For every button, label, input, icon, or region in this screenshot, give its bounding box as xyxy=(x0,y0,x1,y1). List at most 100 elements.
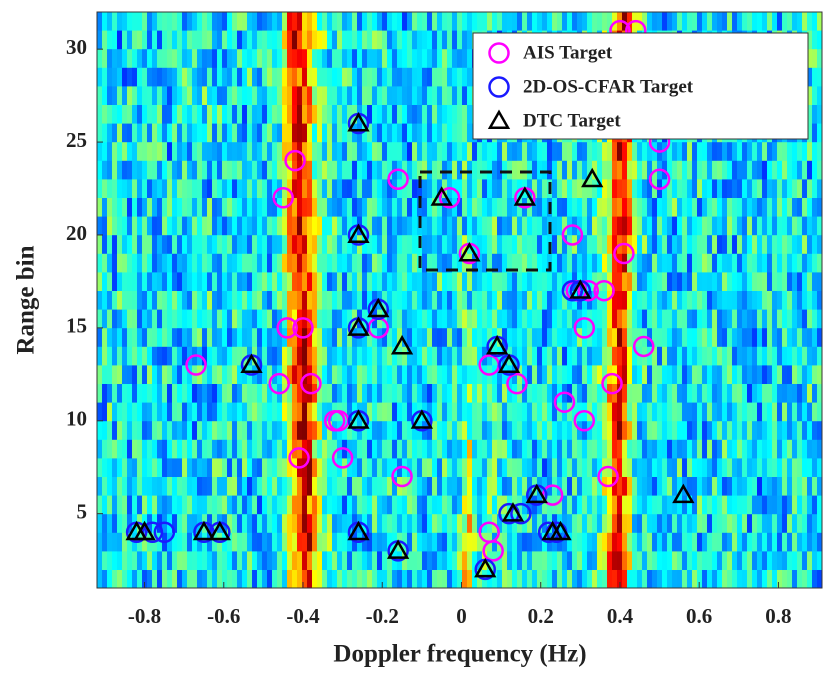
heat-cell xyxy=(272,458,278,477)
heat-cell xyxy=(397,49,403,68)
heat-cell xyxy=(587,347,593,366)
heat-cell xyxy=(132,347,138,366)
heat-cell xyxy=(167,179,173,198)
heat-cell xyxy=(632,272,638,291)
heat-cell xyxy=(192,570,198,589)
heat-cell xyxy=(472,533,478,552)
heat-cell xyxy=(787,533,793,552)
heat-cell xyxy=(587,254,593,273)
heat-cell xyxy=(717,384,723,403)
heat-cell xyxy=(242,403,248,422)
heat-cell xyxy=(432,458,438,477)
heat-cell xyxy=(622,458,628,477)
heat-cell xyxy=(182,124,188,143)
heat-cell xyxy=(372,49,378,68)
heat-cell xyxy=(267,496,273,515)
heat-cell xyxy=(812,310,818,329)
heat-cell xyxy=(767,570,773,589)
heat-cell xyxy=(672,551,678,570)
heat-cell xyxy=(502,440,508,459)
heat-cell xyxy=(492,384,498,403)
heat-cell xyxy=(737,198,743,217)
heat-cell xyxy=(767,179,773,198)
heat-cell xyxy=(527,328,533,347)
heat-cell xyxy=(747,179,753,198)
heat-cell xyxy=(337,477,343,496)
heat-cell xyxy=(462,86,468,105)
heat-cell xyxy=(732,458,738,477)
heat-cell xyxy=(282,254,288,273)
heat-cell xyxy=(382,440,388,459)
heat-cell xyxy=(132,365,138,384)
heat-cell xyxy=(242,86,248,105)
heat-cell xyxy=(122,235,128,254)
heat-cell xyxy=(767,347,773,366)
heat-cell xyxy=(517,328,523,347)
heat-cell xyxy=(592,365,598,384)
heat-cell xyxy=(597,198,603,217)
heat-cell xyxy=(182,31,188,50)
heat-cell xyxy=(577,570,583,589)
heat-cell xyxy=(427,514,433,533)
heat-cell xyxy=(792,551,798,570)
heat-cell xyxy=(327,179,333,198)
heat-cell xyxy=(412,217,418,236)
heat-cell xyxy=(662,310,668,329)
heat-cell xyxy=(682,161,688,180)
heat-cell xyxy=(182,235,188,254)
heat-cell xyxy=(477,458,483,477)
heat-cell xyxy=(447,440,453,459)
heat-cell xyxy=(282,31,288,50)
heat-cell xyxy=(672,254,678,273)
heat-cell xyxy=(332,179,338,198)
heat-cell xyxy=(742,421,748,440)
heat-cell xyxy=(712,514,718,533)
heat-cell xyxy=(97,365,103,384)
heat-cell xyxy=(242,310,248,329)
heat-cell xyxy=(367,458,373,477)
heat-cell xyxy=(582,198,588,217)
heat-cell xyxy=(507,142,513,161)
heat-cell xyxy=(662,365,668,384)
heat-cell xyxy=(132,291,138,310)
heat-cell xyxy=(457,533,463,552)
heat-cell xyxy=(217,254,223,273)
heat-cell xyxy=(432,291,438,310)
heat-cell xyxy=(322,86,328,105)
heat-cell xyxy=(232,217,238,236)
heat-cell xyxy=(457,421,463,440)
heat-cell xyxy=(807,570,813,589)
heat-cell xyxy=(577,514,583,533)
heat-cell xyxy=(232,477,238,496)
heat-cell xyxy=(477,477,483,496)
heat-cell xyxy=(612,328,618,347)
heat-cell xyxy=(167,347,173,366)
heat-cell xyxy=(642,179,648,198)
heat-cell xyxy=(132,440,138,459)
heat-cell xyxy=(277,272,283,291)
heat-cell xyxy=(137,570,143,589)
heat-cell xyxy=(667,384,673,403)
heat-cell xyxy=(322,142,328,161)
heat-cell xyxy=(412,49,418,68)
heat-cell xyxy=(342,347,348,366)
heat-cell xyxy=(202,124,208,143)
heat-cell xyxy=(722,458,728,477)
heat-cell xyxy=(582,235,588,254)
heat-cell xyxy=(777,496,783,515)
heat-cell xyxy=(597,12,603,31)
heat-cell xyxy=(627,272,633,291)
heat-cell xyxy=(417,458,423,477)
heat-cell xyxy=(522,421,528,440)
heat-cell xyxy=(127,12,133,31)
heat-cell xyxy=(467,421,473,440)
heat-cell xyxy=(462,68,468,87)
heat-cell xyxy=(767,310,773,329)
heat-cell xyxy=(542,440,548,459)
heat-cell xyxy=(132,124,138,143)
heat-cell xyxy=(117,477,123,496)
heat-cell xyxy=(442,514,448,533)
heat-cell xyxy=(677,161,683,180)
heat-cell xyxy=(312,272,318,291)
